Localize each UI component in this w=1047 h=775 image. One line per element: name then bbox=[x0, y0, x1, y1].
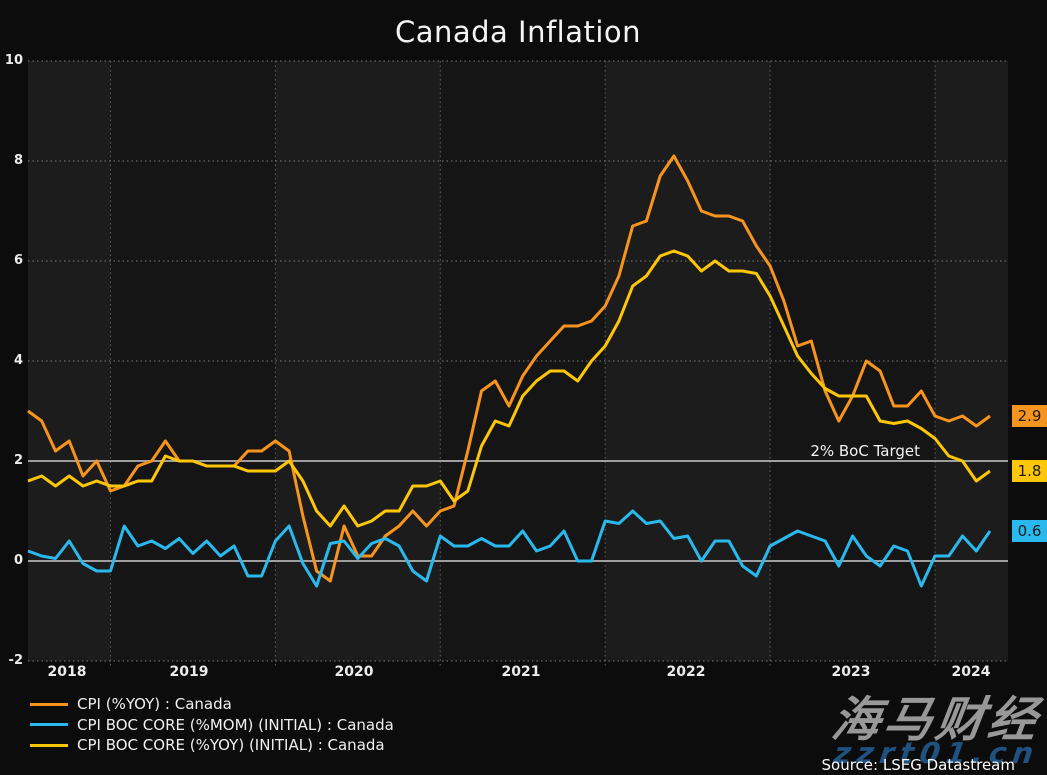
end-label-core-yoy: 1.8 bbox=[1012, 460, 1047, 482]
x-axis-tick: 2021 bbox=[501, 664, 541, 680]
x-axis-tick: 2020 bbox=[334, 664, 374, 680]
legend-label-core-mom: CPI BOC CORE (%MOM) (INITIAL) : Canada bbox=[77, 715, 394, 734]
y-axis-tick: 6 bbox=[13, 253, 23, 268]
source-note: Source: LSEG Datastream bbox=[821, 756, 1015, 774]
y-axis-tick: -2 bbox=[8, 653, 23, 668]
x-axis-tick: 2023 bbox=[831, 664, 871, 680]
legend-swatch-core-yoy bbox=[30, 743, 68, 747]
legend-swatch-core-mom bbox=[30, 723, 68, 727]
end-label-core-mom: 0.6 bbox=[1012, 520, 1047, 542]
x-axis-tick: 2024 bbox=[951, 664, 991, 680]
legend-label-cpi-yoy: CPI (%YOY) : Canada bbox=[77, 695, 232, 714]
y-axis-tick: 2 bbox=[13, 453, 23, 468]
y-axis-tick: 8 bbox=[13, 153, 23, 168]
y-axis-tick: 10 bbox=[4, 53, 23, 68]
end-label-cpi-yoy: 2.9 bbox=[1012, 405, 1047, 427]
legend-item-cpi-yoy: CPI (%YOY) : Canada bbox=[30, 694, 394, 715]
chart-title: Canada Inflation bbox=[394, 15, 642, 49]
x-axis-tick: 2019 bbox=[169, 664, 209, 680]
y-axis-tick: 4 bbox=[13, 353, 23, 368]
legend-item-core-yoy: CPI BOC CORE (%YOY) (INITIAL) : Canada bbox=[30, 735, 394, 756]
legend-label-core-yoy: CPI BOC CORE (%YOY) (INITIAL) : Canada bbox=[77, 736, 385, 755]
legend: CPI (%YOY) : Canada CPI BOC CORE (%MOM) … bbox=[30, 694, 394, 756]
x-axis-tick: 2018 bbox=[47, 664, 87, 680]
legend-swatch-cpi-yoy bbox=[30, 702, 68, 706]
legend-item-core-mom: CPI BOC CORE (%MOM) (INITIAL) : Canada bbox=[30, 715, 394, 736]
x-axis-tick: 2022 bbox=[666, 664, 706, 680]
y-axis-tick: 0 bbox=[13, 553, 23, 568]
target-line-label: 2% BoC Target bbox=[810, 442, 920, 460]
